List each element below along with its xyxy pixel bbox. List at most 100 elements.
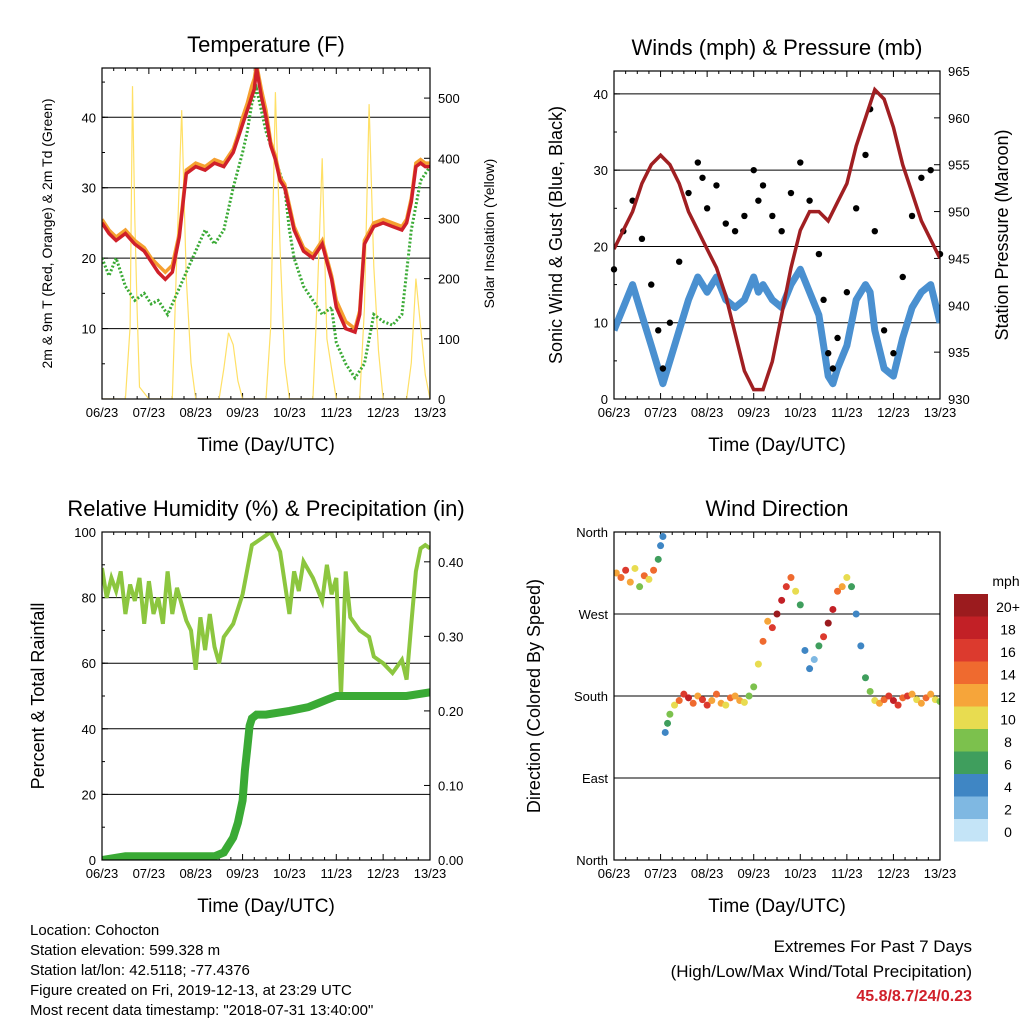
winds-x-tick-label: 10/23 [784,405,817,420]
gust-point [731,227,739,235]
direction-point [617,574,625,582]
humidity-x-tick-label: 11/23 [320,866,352,881]
winds-y2-tick-label: 965 [948,64,970,79]
direction-point [857,642,865,650]
direction-point [824,619,832,627]
direction-point [889,697,897,705]
temperature-title: Temperature (F) [187,32,345,57]
direction-x-tick-label: 12/23 [877,866,910,881]
colorbar-label: 0 [1004,824,1012,840]
direction-point [936,697,940,705]
humidity-x-tick-label: 06/23 [86,866,119,881]
gust-point [834,334,841,342]
direction-point [927,690,935,698]
station-latlon: Station lat/lon: 42.5118; -77.4376 [30,962,250,979]
gust-point [659,365,667,372]
direction-point [773,610,781,618]
temperature-x-tick-label: 07/23 [133,405,166,420]
temperature-y2-axis-label: Solar Insolation (Yellow) [481,159,497,309]
direction-point [861,674,869,682]
direction-x-tick-label: 06/23 [598,866,631,881]
gust-point [815,250,823,258]
temperature-y2-tick-label: 500 [438,91,460,106]
direction-plot-frame [613,531,941,861]
colorbar-label: 20+ [996,599,1020,615]
gust-point [862,151,869,159]
winds-x-tick-label: 06/23 [598,405,631,420]
temperature-x-tick-label: 12/23 [367,405,400,420]
direction-point [631,564,639,572]
direction-point [801,646,809,654]
direction-point [754,660,762,668]
gust-point [694,159,702,166]
direction-point [792,587,800,595]
direction-point [708,697,716,705]
humidity-y-tick-label: 60 [82,656,96,671]
humidity-plot-frame [101,531,431,861]
direction-x-tick-label: 07/23 [644,866,677,881]
winds-title: Winds (mph) & Pressure (mb) [632,35,923,60]
humidity-x-tick-label: 08/23 [179,866,212,881]
direction-point [614,569,620,577]
colorbar-swatch [954,796,988,819]
direction-title: Wind Direction [705,496,848,521]
humidity-y-tick-label: 0 [89,853,96,868]
direction-point [626,578,634,586]
winds-y2-tick-label: 930 [948,392,970,407]
dewpoint-2m-line [102,83,430,381]
gust-point [820,296,827,304]
winds-x-tick-label: 13/23 [924,405,957,420]
direction-point [759,637,767,645]
winds-x-tick-label: 09/23 [737,405,770,420]
direction-x-axis-label: Time (Day/UTC) [708,896,846,917]
gust-point [666,319,674,326]
direction-point [796,601,804,609]
gust-point [829,365,837,372]
direction-x-tick-label: 09/23 [737,866,770,881]
direction-point [787,574,795,582]
humidity-y2-tick-label: 0.30 [438,629,463,644]
direction-point [768,624,776,632]
direction-point [650,566,658,574]
direction-panel: 06/23 07/23 08/23 09/23 10/23 11/23 12/23 13/23… [524,496,1020,917]
gust-point [843,289,851,296]
gust-point [655,327,662,334]
extremes-subtitle: (High/Low/Max Wind/Total Precipitation) [670,962,972,981]
temperature-plot-frame [101,67,431,400]
gust-point [703,205,711,212]
humidity-x-tick-label: 12/23 [367,866,400,881]
direction-point [703,701,711,709]
direction-point [689,699,697,707]
colorbar-swatch [954,751,988,774]
humidity-x-tick-label: 13/23 [414,866,447,881]
temperature-y-tick-label: 20 [82,251,96,266]
winds-x-axis-label: Time (Day/UTC) [708,435,846,456]
winds-x-tick-label: 07/23 [644,405,677,420]
direction-point [645,575,653,583]
direction-point [838,583,846,591]
extremes-values: 45.8/8.7/24/0.23 [856,988,972,1005]
winds-x-tick-label: 11/23 [831,405,863,420]
direction-point [778,596,786,604]
gust-point [890,350,897,357]
temperature-2m-line [102,68,430,335]
station-info: Location: Cohocton Station elevation: 59… [30,921,373,1021]
figure-created: Figure created on Fri, 2019-12-13, at 23… [30,982,352,999]
humidity-panel: 06/23 07/23 08/23 09/23 10/23 11/23 12/23 13/23… [28,496,465,917]
colorbar-swatch [954,774,988,797]
recent-timestamp: Most recent data timestamp: "2018-07-31 … [30,1002,374,1019]
temperature-y2-tick-label: 300 [438,211,460,226]
direction-point [685,694,693,702]
station-pressure-line [614,86,940,392]
direction-x-tick-label: 10/23 [784,866,817,881]
direction-point [740,698,748,706]
gust-point [787,189,795,197]
temperature-y2-tick-label: 0 [438,392,445,407]
temperature-9m-line [102,68,430,332]
temperature-x-tick-label: 09/23 [226,405,259,420]
temperature-y2-tick-label: 400 [438,151,460,166]
direction-point [806,665,814,673]
direction-y-tick-label: North [576,853,608,868]
humidity-y-tick-label: 80 [82,591,96,606]
